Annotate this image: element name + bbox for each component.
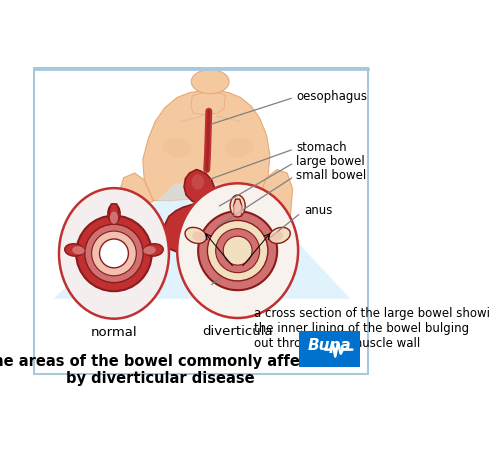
FancyBboxPatch shape [34,68,368,374]
Polygon shape [184,170,216,204]
Text: oesophagus: oesophagus [296,90,367,103]
Ellipse shape [233,202,243,216]
Ellipse shape [230,195,245,217]
Ellipse shape [191,70,229,94]
Ellipse shape [192,175,204,189]
Text: a cross section of the large bowel showing
the inner lining of the bowel bulging: a cross section of the large bowel showi… [254,307,490,350]
Text: The areas of the bowel commonly affected
by diverticular disease: The areas of the bowel commonly affected… [0,354,337,386]
Ellipse shape [225,138,253,157]
Ellipse shape [198,211,277,290]
Ellipse shape [85,224,143,283]
Ellipse shape [59,188,169,319]
Polygon shape [109,204,119,220]
Ellipse shape [108,204,120,223]
Ellipse shape [185,227,206,243]
Polygon shape [203,248,213,292]
Ellipse shape [270,231,283,242]
Polygon shape [164,204,195,252]
Polygon shape [191,93,225,115]
Ellipse shape [110,212,118,224]
Text: stomach: stomach [296,141,347,154]
Ellipse shape [177,183,298,318]
Ellipse shape [207,220,268,281]
Ellipse shape [65,244,84,256]
Ellipse shape [99,239,128,268]
Ellipse shape [144,244,163,256]
Text: anus: anus [304,204,333,217]
Polygon shape [143,90,270,204]
Polygon shape [53,183,350,299]
Polygon shape [256,170,293,238]
Ellipse shape [163,138,192,157]
Ellipse shape [183,212,219,248]
Ellipse shape [76,216,152,291]
Ellipse shape [144,246,156,254]
Polygon shape [206,204,235,251]
Ellipse shape [223,236,252,265]
Text: small bowel: small bowel [296,169,367,182]
Text: normal: normal [91,325,137,338]
Ellipse shape [216,229,260,273]
Text: large bowel: large bowel [296,155,365,168]
Polygon shape [119,173,153,238]
Text: Bupa: Bupa [308,338,351,353]
FancyBboxPatch shape [299,331,360,367]
Text: diverticula: diverticula [202,325,273,338]
Polygon shape [234,199,242,216]
Ellipse shape [269,227,290,243]
Ellipse shape [192,231,206,242]
Ellipse shape [92,231,136,276]
Ellipse shape [72,246,85,254]
